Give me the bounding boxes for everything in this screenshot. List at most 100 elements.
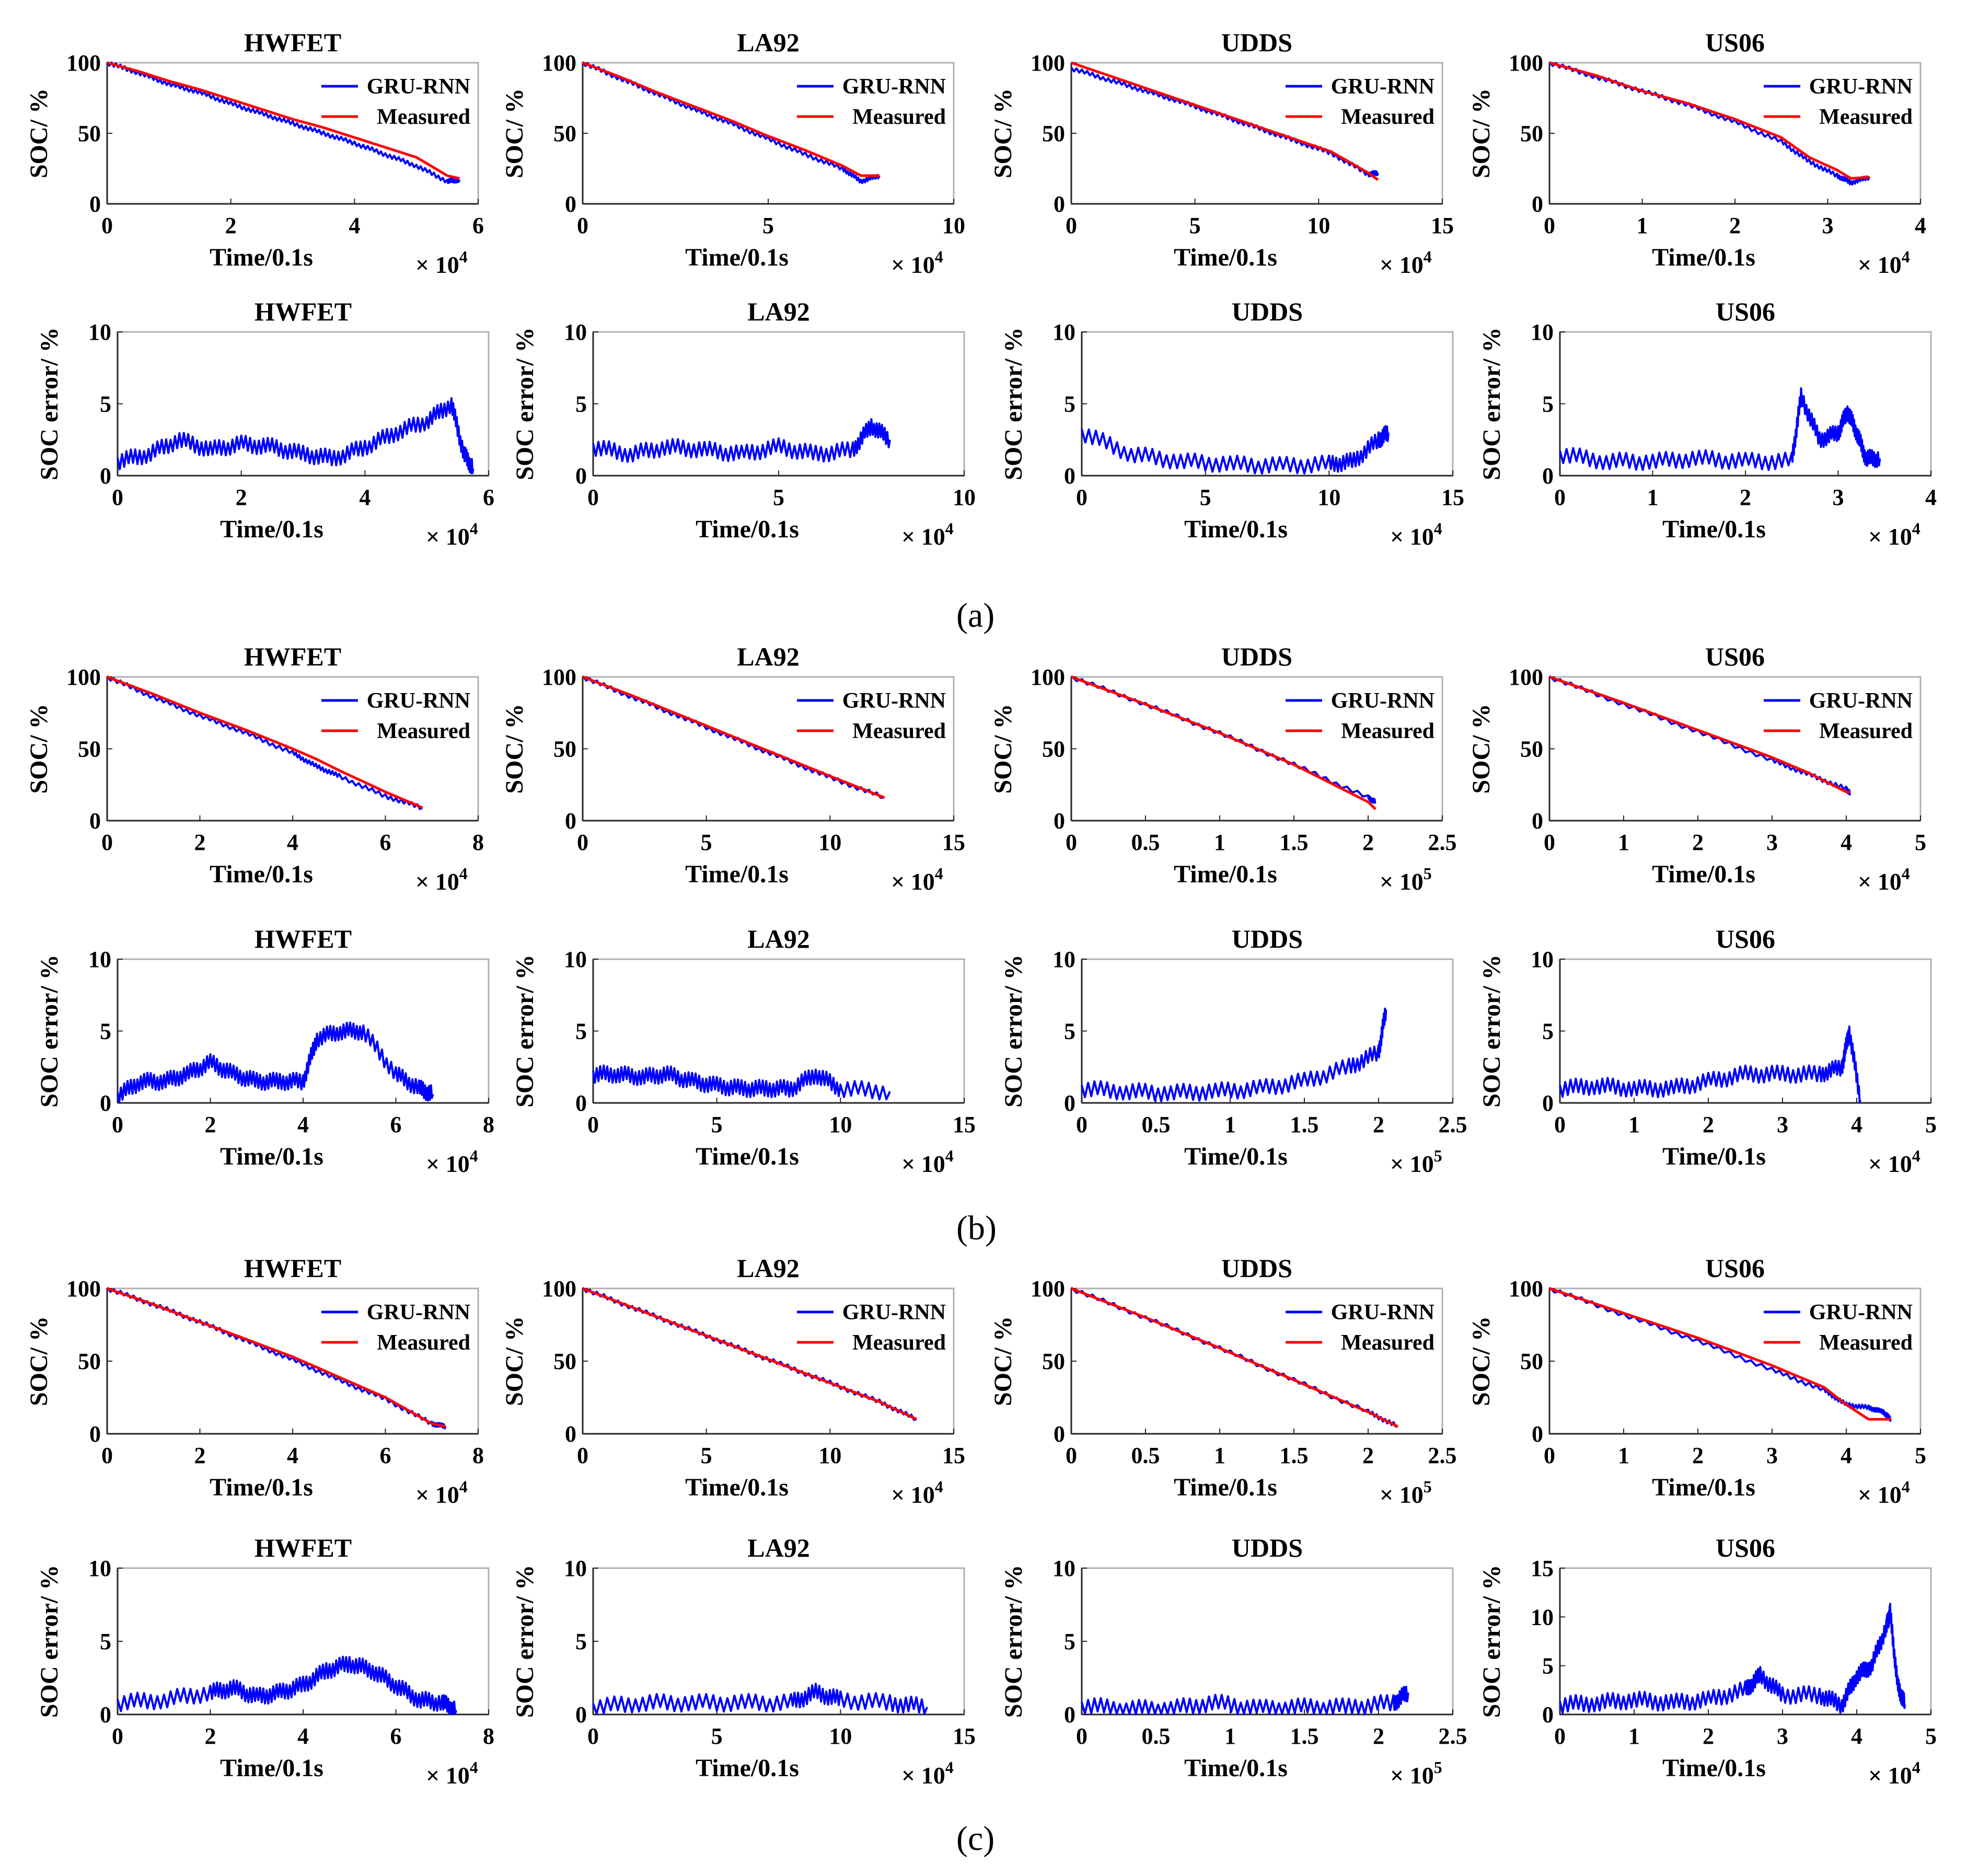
panel-label-a: (a) [956,596,995,635]
x-tick-label: 0 [1066,830,1077,855]
series-line-gru-rnn [1070,66,1379,178]
x-axis-label: Time/0.1s [1184,1143,1288,1170]
y-axis-label: SOC error/ % [511,1565,539,1718]
x-tick-label: 1.5 [1280,1443,1309,1468]
x-multiplier: × 104 [901,1758,954,1789]
y-tick-label: 100 [542,1276,576,1302]
series-line-gru-rnn [582,61,881,185]
y-tick-label: 50 [553,1349,576,1374]
x-tick-label: 1 [1214,830,1225,855]
x-multiplier: × 104 [901,1146,954,1177]
chart-c-soc-la92: LA92 0 5 10 15 0 50 100 Time/0.1s SOC/ % × 104 GRU-… [501,1253,965,1508]
y-tick-label: 10 [1052,319,1075,345]
legend-label: GRU-RNN [367,1300,470,1325]
x-tick-label: 10 [953,485,976,510]
series-line-gru-rnn [1081,1007,1387,1102]
x-tick-label: 15 [953,1112,976,1137]
chart-b-error-la92: LA92 0 5 10 15 0 5 10 Time/0.1s SOC error/ % × 104 [511,924,976,1177]
x-tick-label: 6 [472,213,484,238]
x-multiplier-exponent: 4 [470,1758,478,1777]
x-tick-label: 0 [112,1723,123,1749]
x-tick-label: 8 [483,1723,494,1749]
x-tick-label: 4 [1841,830,1852,855]
x-axis-label: Time/0.1s [1652,244,1755,271]
x-tick-label: 1 [1618,830,1629,855]
legend-label: GRU-RNN [842,689,946,713]
y-tick-label: 0 [575,1702,587,1728]
x-tick-label: 5 [701,830,712,855]
x-axis-label: Time/0.1s [696,1143,799,1170]
x-tick-label: 4 [359,485,371,510]
x-tick-label: 0 [587,485,599,510]
y-tick-label: 0 [89,1421,101,1447]
y-tick-label: 0 [575,463,587,489]
y-tick-label: 5 [100,1629,111,1654]
x-tick-label: 0 [577,1443,588,1468]
series-line-measured [582,1287,918,1421]
panel-label-b: (b) [956,1209,997,1247]
x-tick-label: 8 [472,1443,484,1468]
y-axis-label: SOC error/ % [511,954,539,1107]
x-tick-label: 3 [1833,485,1844,510]
x-tick-label: 2 [236,485,247,510]
x-multiplier: × 104 [891,864,943,895]
chart-title: HWFET [254,924,352,953]
series-line-gru-rnn [592,1064,891,1101]
y-axis-label: SOC/ % [1467,88,1495,178]
y-tick-label: 50 [78,1349,101,1374]
plot-frame [117,1567,490,1716]
y-tick-label: 5 [1064,1629,1075,1654]
x-tick-label: 5 [1200,485,1211,510]
x-multiplier-exponent: 4 [459,247,468,266]
x-multiplier: × 105 [1390,1758,1442,1789]
y-tick-label: 100 [1509,50,1543,76]
series-line-gru-rnn [1548,61,1871,186]
x-tick-label: 2 [194,830,206,855]
x-multiplier-exponent: 4 [1912,519,1920,538]
x-tick-label: 2 [225,213,237,238]
x-tick-label: 4 [1925,485,1937,510]
x-tick-label: 15 [942,1443,965,1468]
x-tick-label: 0 [1076,1112,1087,1137]
x-tick-label: 2 [194,1443,206,1468]
x-tick-label: 5 [1915,1443,1926,1468]
y-tick-label: 100 [66,50,101,76]
x-multiplier-exponent: 5 [1434,1146,1442,1165]
chart-title: UDDS [1221,28,1292,57]
x-tick-label: 0 [577,213,588,238]
chart-b-soc-hwfet: HWFET 0 2 4 6 8 0 50 100 Time/0.1s SOC/ % × 104 GRU-… [25,642,484,895]
y-tick-label: 100 [1509,664,1543,690]
x-multiplier-exponent: 5 [1424,864,1432,883]
y-tick-label: 100 [542,50,576,76]
y-tick-label: 0 [1064,463,1075,489]
x-multiplier-exponent: 4 [1912,1758,1920,1777]
y-axis-label: SOC/ % [989,1316,1017,1406]
x-tick-label: 15 [942,830,965,855]
y-tick-label: 0 [1542,1090,1554,1116]
chart-b-soc-udds: UDDS 0 0.5 1 1.5 2 2.5 0 50 100 Time/0.1s SOC/ % × 1… [989,642,1457,895]
plot-frame [1081,1567,1454,1716]
chart-c-error-udds: UDDS 0 0.5 1 1.5 2 2.5 0 5 10 Time/0.1s SOC error/ … [1000,1533,1467,1789]
series-line-gru-rnn [1081,425,1390,475]
y-tick-label: 10 [1052,947,1075,972]
y-tick-label: 0 [565,1421,576,1447]
x-axis-label: Time/0.1s [1662,515,1766,543]
y-axis-label: SOC error/ % [1000,954,1027,1107]
y-tick-label: 10 [1531,1604,1554,1630]
y-tick-label: 0 [1532,808,1543,834]
x-tick-label: 2 [1740,485,1751,510]
y-axis-label: SOC/ % [501,1316,528,1406]
y-tick-label: 0 [1054,1421,1065,1447]
y-axis-label: SOC/ % [989,704,1017,793]
chart-title: HWFET [244,642,341,671]
x-multiplier-exponent: 4 [1434,519,1442,538]
y-axis-label: SOC error/ % [1478,954,1506,1107]
x-tick-label: 1.5 [1290,1723,1319,1749]
x-multiplier-exponent: 4 [470,1146,478,1165]
chart-c-error-la92: LA92 0 5 10 15 0 5 10 Time/0.1s SOC error/ % × 104 [511,1533,976,1789]
x-tick-label: 10 [829,1723,852,1749]
series-line-gru-rnn [106,675,423,810]
y-tick-label: 0 [100,1090,111,1116]
